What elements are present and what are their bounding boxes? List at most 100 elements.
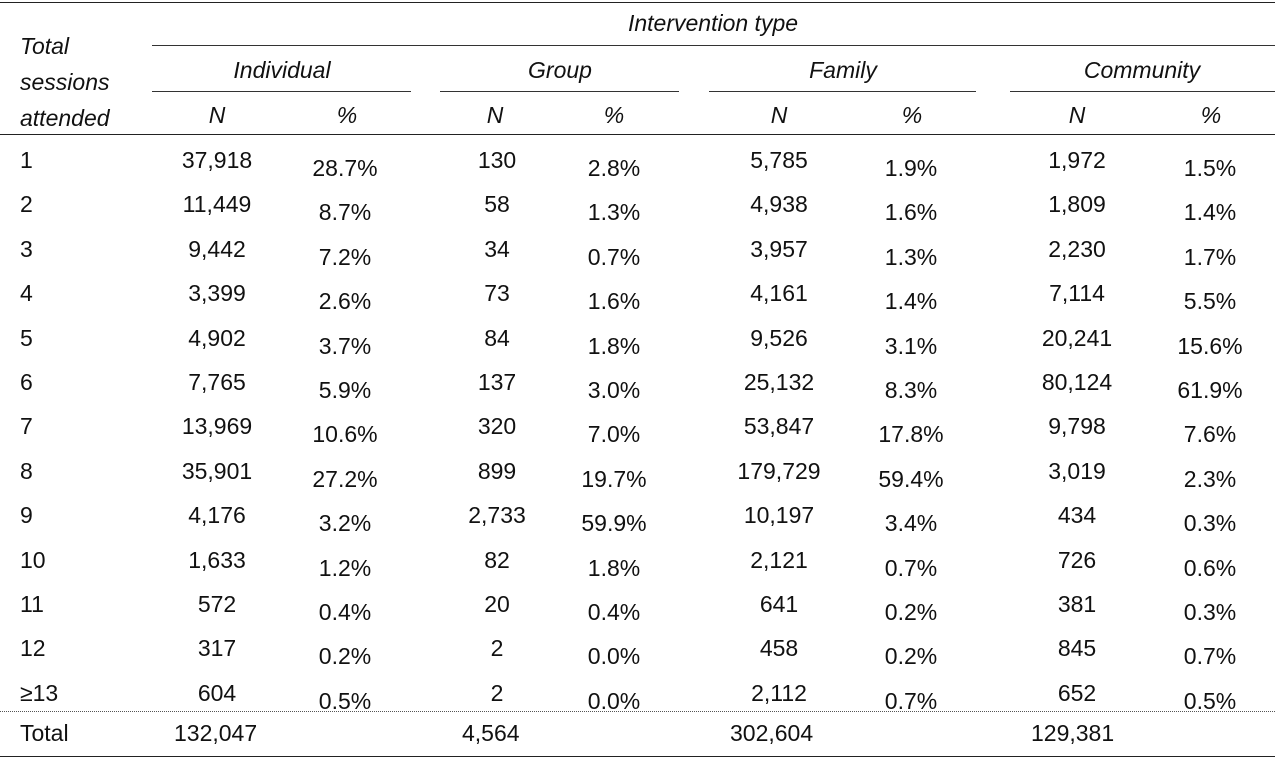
cell-family-n: 2,112	[751, 679, 807, 706]
cell-family-pct: 0.2%	[884, 599, 938, 625]
row-label: ≥13	[20, 679, 59, 706]
cell-family-n: 4,161	[750, 280, 808, 307]
cell-community-pct: 0.7%	[1183, 643, 1237, 670]
cell-community-pct: 0.3%	[1183, 510, 1237, 537]
cell-family-n: 10,197	[743, 502, 815, 529]
cell-community-pct: 0.5%	[1183, 687, 1237, 714]
cell-family-pct: 0.7%	[884, 554, 938, 581]
cell-individual-n: 3,399	[188, 280, 246, 307]
cell-group-n: 73	[484, 280, 510, 307]
cell-family-n: 458	[759, 635, 799, 662]
cell-individual-pct: 3.2%	[318, 510, 372, 537]
cell-group-pct: 3.0%	[587, 377, 641, 403]
total-family: 302,604	[730, 720, 814, 746]
header-bottom-rule	[0, 134, 1275, 135]
cell-individual-pct: 7.2%	[318, 243, 372, 270]
cell-community-pct: 15.6%	[1177, 332, 1243, 359]
family-underline	[709, 91, 976, 92]
cell-individual-n: 604	[197, 679, 237, 706]
cell-community-n: 726	[1057, 546, 1097, 573]
cell-group-pct: 59.9%	[581, 510, 647, 537]
subheader-pct: %	[1200, 102, 1222, 128]
row-label: 3	[20, 235, 33, 262]
row-label: 8	[20, 457, 33, 484]
subheader-n: N	[208, 102, 226, 128]
subheader-n: N	[486, 102, 504, 128]
row-label: 6	[20, 369, 33, 395]
cell-community-n: 1,809	[1048, 191, 1106, 218]
subheader-n: N	[770, 102, 788, 128]
row-label: 12	[20, 635, 46, 662]
cell-group-n: 2	[490, 635, 504, 662]
cell-community-n: 9,798	[1048, 413, 1106, 440]
cell-group-pct: 1.8%	[587, 332, 641, 359]
community-underline	[1010, 91, 1275, 92]
cell-community-n: 2,230	[1048, 235, 1106, 262]
cell-family-pct: 8.3%	[884, 377, 938, 403]
cell-group-pct: 1.8%	[587, 554, 641, 581]
cell-community-n: 80,124	[1041, 369, 1113, 395]
total-separator-rule	[0, 711, 1275, 712]
cell-individual-n: 4,176	[188, 502, 246, 529]
cell-group-pct: 7.0%	[587, 421, 641, 448]
cell-individual-n: 9,442	[188, 235, 246, 262]
cell-family-n: 179,729	[737, 457, 821, 484]
cell-individual-pct: 27.2%	[312, 465, 378, 492]
cell-community-pct: 7.6%	[1183, 421, 1237, 448]
cell-group-pct: 0.7%	[587, 243, 641, 270]
group-group: Group	[528, 57, 592, 83]
total-label: Total	[20, 720, 69, 746]
cell-group-n: 82	[484, 546, 510, 573]
row-label: 5	[20, 324, 33, 351]
top-rule	[0, 2, 1275, 3]
cell-community-n: 381	[1057, 591, 1097, 617]
cell-group-n: 84	[484, 324, 510, 351]
cell-family-pct: 3.1%	[884, 332, 938, 359]
cell-community-pct: 61.9%	[1177, 377, 1243, 403]
cell-individual-n: 13,969	[181, 413, 253, 440]
cell-group-n: 58	[484, 191, 510, 218]
cell-individual-pct: 28.7%	[312, 155, 378, 181]
cell-family-pct: 1.6%	[884, 199, 938, 226]
cell-community-n: 7,114	[1049, 280, 1105, 307]
group-family: Family	[809, 57, 877, 83]
cell-group-pct: 0.4%	[587, 599, 641, 625]
row-label: 4	[20, 280, 33, 307]
cell-group-pct: 0.0%	[587, 643, 641, 670]
cell-individual-n: 317	[197, 635, 237, 662]
cell-individual-pct: 0.4%	[318, 599, 372, 625]
cell-group-n: 2,733	[468, 502, 526, 529]
cell-community-n: 1,972	[1048, 147, 1106, 173]
cell-family-n: 3,957	[750, 235, 808, 262]
cell-community-pct: 1.4%	[1183, 199, 1237, 226]
individual-underline	[152, 91, 411, 92]
cell-family-pct: 59.4%	[878, 465, 944, 492]
cell-community-n: 845	[1057, 635, 1097, 662]
cell-family-n: 5,785	[750, 147, 808, 173]
row-label: 9	[20, 502, 33, 529]
group-underline	[440, 91, 679, 92]
cell-family-pct: 17.8%	[878, 421, 944, 448]
cell-individual-pct: 0.5%	[318, 687, 372, 714]
cell-group-n: 34	[484, 235, 510, 262]
cell-community-pct: 2.3%	[1183, 465, 1237, 492]
group-community: Community	[1083, 57, 1201, 83]
cell-family-pct: 0.2%	[884, 643, 938, 670]
cell-group-pct: 2.8%	[587, 155, 641, 181]
subheader-pct: %	[603, 102, 625, 128]
cell-community-n: 434	[1057, 502, 1097, 529]
cell-group-n: 320	[477, 413, 517, 440]
cell-individual-n: 35,901	[181, 457, 253, 484]
cell-family-pct: 1.9%	[884, 155, 938, 181]
cell-group-n: 130	[477, 147, 517, 173]
row-label: 1	[20, 147, 33, 173]
cell-individual-pct: 0.2%	[318, 643, 372, 670]
cell-group-n: 2	[490, 679, 504, 706]
total-individual: 132,047	[174, 720, 258, 746]
cell-individual-n: 7,765	[188, 369, 246, 395]
cell-individual-n: 572	[197, 591, 237, 617]
cell-individual-n: 11,449	[182, 191, 252, 218]
cell-individual-pct: 1.2%	[318, 554, 372, 581]
cell-group-n: 899	[477, 457, 517, 484]
